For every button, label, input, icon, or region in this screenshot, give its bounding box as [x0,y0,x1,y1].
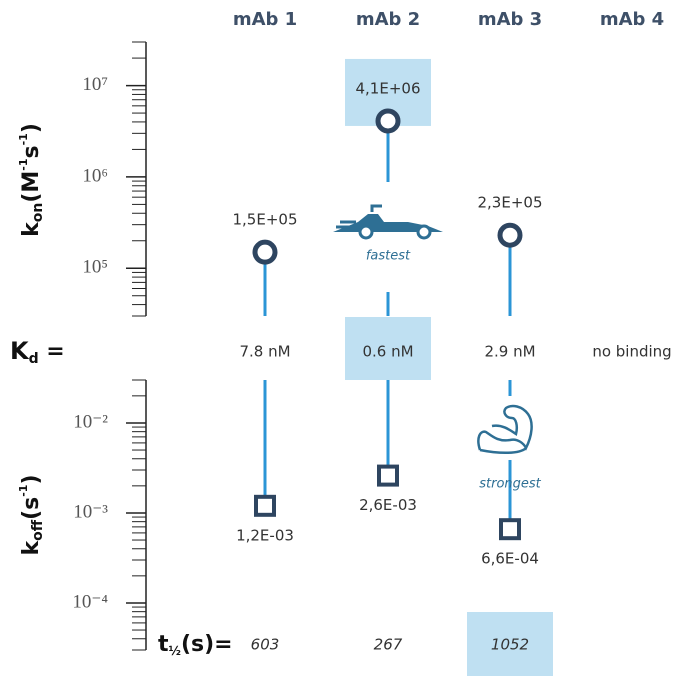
y-title-part: -1 [17,133,30,145]
marker [499,518,521,541]
value-label: 1,2E-03 [236,526,294,544]
marker [375,108,401,134]
marker [252,239,278,265]
marker [377,464,399,487]
y-title-part: ) [19,474,44,484]
annotation-icon [465,396,555,460]
annotation: strongest [479,477,541,492]
y-tick-label: 10⁵ [82,257,108,278]
t-half-label: t½(s)= [158,632,233,658]
column-header: mAb 2 [356,9,420,30]
y-tick-label: 10⁻³ [73,501,108,522]
y-title-part: on [30,203,46,223]
y-tick-label: 10⁻⁴ [72,591,108,612]
y-title-part: s [19,145,44,158]
t-half-value: 267 [374,636,403,654]
value-label: 4,1E+06 [356,79,421,97]
value-label: 2,3E+05 [478,194,543,212]
muscle-arm [479,446,527,454]
t-half-value: 1052 [491,636,529,654]
kd-label: Kd = [10,337,65,367]
column-header: mAb 4 [600,9,664,30]
column-header: mAb 3 [478,9,542,30]
value-label: 1,5E+05 [233,211,298,229]
highlight [345,317,431,380]
car-wheel [358,224,374,240]
kd-value: no binding [592,343,671,361]
kd-label-part: K [10,337,30,365]
y-axis-title: koff(s-1) [17,474,46,555]
y-title-part: -1 [17,158,30,170]
kd-label-part: d [29,351,39,367]
y-tick-label: 10⁶ [82,165,108,186]
annotation-icon [330,182,446,292]
y-title-part: (s [19,497,44,520]
highlight [467,612,553,676]
t-half-value: 603 [251,636,280,654]
plot: mAb 1 mAb 2 mAb 3 mAb 4 10⁵ 10⁶ 10⁷ 1,5E+05 4,1E… [72,9,671,654]
kd-value: 7.8 nM [239,343,290,361]
value-label: 2,6E-03 [359,496,417,514]
column-header: mAb 1 [233,9,297,30]
y-tick-label: 10⁻² [73,411,108,432]
y-title-part: ) [19,123,44,133]
kd-label-part: = [39,339,65,364]
y-title-part: (M [19,171,44,203]
highlights [345,58,553,676]
t-half-label-part: ½ [169,644,181,658]
car-wheel [416,224,432,240]
y-title-part: off [30,519,46,541]
t-half-label-part: t [158,632,169,657]
t-half-label-part: (s)= [181,632,233,657]
y-title-part: k [19,540,44,556]
y-tick-label: 10⁷ [82,74,108,95]
y-title-part: -1 [17,485,30,497]
car-detail [336,204,382,229]
kd-value: 0.6 nM [362,343,413,361]
y-title-part: k [19,221,44,237]
y-axis-title: kon(M-1s-1) [17,123,46,237]
annotation: fastest [366,249,411,264]
value-label: 6,6E-04 [481,550,539,568]
kd-value: 2.9 nM [484,343,535,361]
marker [497,222,523,248]
muscle-arm [477,404,533,451]
marker [254,494,276,517]
